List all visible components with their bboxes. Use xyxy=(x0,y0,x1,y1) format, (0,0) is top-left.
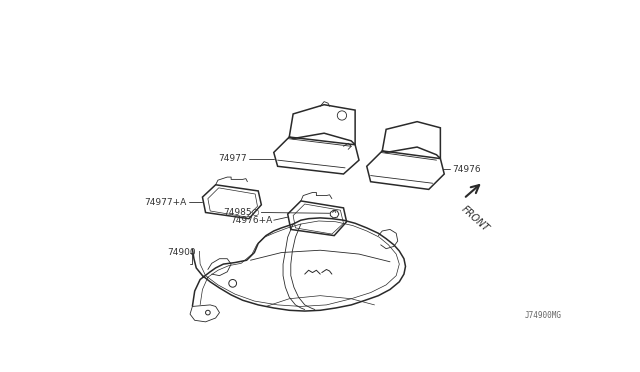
Text: 74977: 74977 xyxy=(218,154,246,163)
Text: 74976: 74976 xyxy=(452,165,481,174)
Text: 74900: 74900 xyxy=(168,248,196,257)
Text: 74985○: 74985○ xyxy=(223,208,260,217)
Text: FRONT: FRONT xyxy=(460,204,491,234)
Text: J74900MG: J74900MG xyxy=(525,311,562,320)
Text: 74976+A: 74976+A xyxy=(230,216,272,225)
Text: 74977+A: 74977+A xyxy=(145,198,187,207)
